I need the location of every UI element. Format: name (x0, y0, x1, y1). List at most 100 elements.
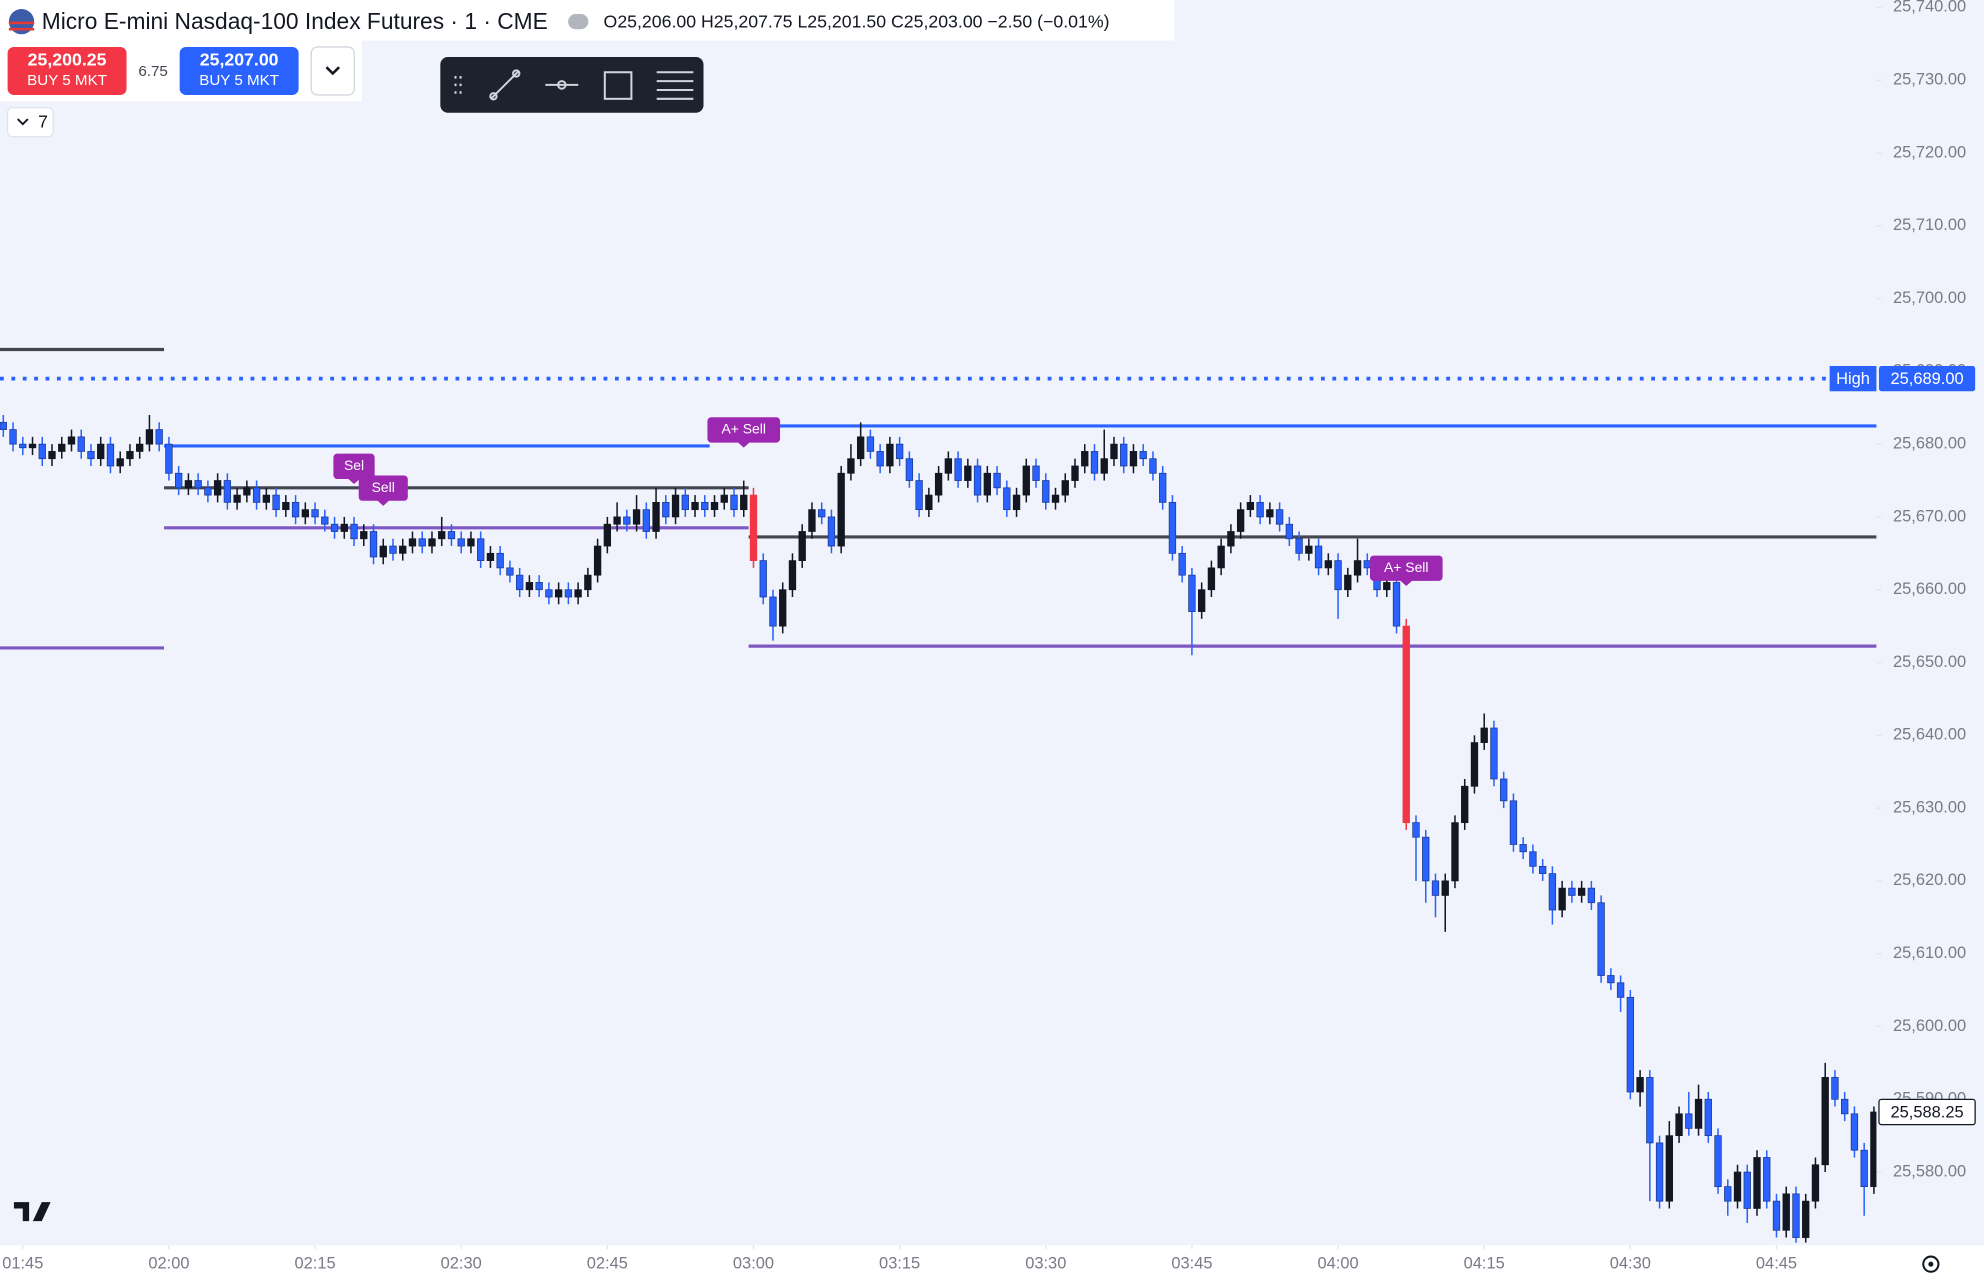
candle-body (515, 574, 524, 591)
candle-body (1860, 1149, 1868, 1187)
candle-body (925, 494, 933, 511)
candle-body (1422, 836, 1430, 882)
candle-body (642, 509, 650, 532)
candle-body (788, 560, 797, 591)
candle-body (428, 538, 436, 547)
candle-body (1841, 1098, 1849, 1115)
candle-body (1120, 443, 1128, 467)
candle-body (1022, 465, 1030, 496)
candle-body (1782, 1193, 1790, 1231)
buy-text: BUY 5 MKT (199, 72, 279, 89)
candle-body (1724, 1186, 1732, 1202)
candle-body (1305, 545, 1313, 554)
candle-body (554, 589, 563, 598)
x-tick-label: 02:00 (148, 1255, 189, 1273)
candle-body (876, 451, 884, 467)
candle-body (486, 552, 495, 561)
candle-body (136, 443, 144, 452)
signal-pointer (376, 500, 390, 506)
candle-body (1295, 538, 1303, 554)
candle-body (1831, 1077, 1839, 1100)
candle-body (1149, 458, 1157, 474)
candle-body (740, 494, 748, 511)
candle-body (1850, 1113, 1859, 1151)
candle-body (525, 582, 534, 591)
candle-body (934, 472, 943, 496)
candle-body (856, 436, 865, 460)
candle-body (1168, 501, 1177, 554)
candle-body (1363, 560, 1371, 569)
candle-body (866, 436, 875, 452)
signal-label (358, 475, 408, 501)
candle-body (1236, 509, 1245, 532)
candle-body (1636, 1077, 1644, 1093)
candle-body (1461, 785, 1469, 824)
indicators-toggle[interactable] (6, 107, 54, 138)
candle-body (632, 509, 641, 525)
fib-tool[interactable] (656, 71, 694, 100)
candle-body (87, 451, 95, 460)
candle-body (369, 531, 378, 558)
candle-body (1548, 873, 1557, 911)
buy-button[interactable] (179, 46, 299, 96)
candle-body (1334, 560, 1342, 591)
ohlc-values: O25,206.00 H25,207.75 L25,201.50 C25,203… (604, 12, 1110, 32)
last-price-tag (1878, 1098, 1976, 1126)
candle-body (1431, 880, 1440, 896)
candle-body (438, 531, 446, 540)
y-tick-label: 25,640.00 (1893, 726, 1966, 744)
candle-body (895, 443, 904, 460)
candle-body (379, 545, 387, 558)
candle-body (1655, 1142, 1664, 1202)
y-tick-label: 25,680.00 (1893, 434, 1966, 452)
candle-body (1197, 589, 1206, 612)
rect-tool[interactable] (603, 71, 633, 100)
candle-body (1597, 902, 1605, 976)
candle-body (145, 429, 154, 445)
sell-button[interactable] (7, 46, 127, 96)
candle-body (564, 589, 573, 598)
y-tick-label: 25,700.00 (1893, 289, 1966, 307)
settings-icon[interactable] (1922, 1255, 1940, 1273)
candle-body (506, 567, 514, 576)
x-tick-label: 03:30 (1025, 1255, 1066, 1273)
candle-body (1451, 822, 1459, 882)
candle-body (1626, 996, 1635, 1093)
candle-body (67, 436, 76, 445)
candle-body (1616, 982, 1625, 998)
candle-body (535, 582, 543, 591)
candle-body (808, 509, 816, 532)
signal-text: A+ Sell (1384, 559, 1428, 575)
candle-body (9, 429, 17, 445)
order-dropdown[interactable] (310, 46, 355, 96)
candle-body (1207, 567, 1216, 591)
candle-body (165, 443, 173, 474)
candle-body (1412, 822, 1420, 838)
y-tick-label: 25,710.00 (1893, 216, 1966, 234)
candle-body (321, 516, 329, 525)
candle-body (1480, 727, 1488, 743)
candle-body (827, 516, 836, 547)
signal-label (1369, 555, 1443, 581)
candle-body (1344, 574, 1352, 591)
candle-body (964, 465, 972, 481)
candle-body (389, 545, 397, 554)
candle-body (1217, 545, 1225, 569)
candle-body (1802, 1200, 1810, 1238)
dot (489, 92, 498, 101)
candle-body (710, 501, 719, 511)
candle-body (447, 531, 456, 540)
spread: 6.75 (138, 63, 168, 80)
candle-body (38, 443, 46, 460)
candle-body (184, 480, 193, 489)
candle-body (1470, 742, 1479, 787)
x-tick-label: 04:15 (1464, 1255, 1505, 1273)
y-tick-label: 25,670.00 (1893, 507, 1966, 525)
x-tick-label: 03:00 (733, 1255, 774, 1273)
dot (556, 80, 567, 90)
y-tick-label: 25,730.00 (1893, 71, 1966, 89)
y-tick-label: 25,720.00 (1893, 143, 1966, 161)
high-tag (1829, 365, 1877, 392)
candle-body (1665, 1135, 1673, 1202)
